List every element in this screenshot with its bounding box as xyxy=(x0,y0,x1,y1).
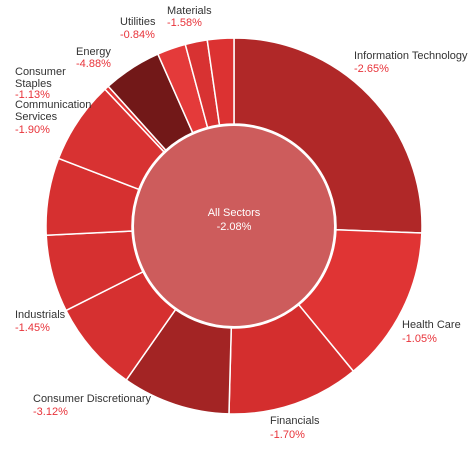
label-health-care-name: Health Care xyxy=(402,319,461,331)
label-information-technology-pct: -2.65% xyxy=(354,63,389,75)
label-utilities-name: Utilities xyxy=(120,16,156,28)
sector-ring xyxy=(45,37,423,415)
center-label: All Sectors xyxy=(208,207,261,219)
center-all-sectors-disc[interactable] xyxy=(132,124,336,328)
label-consumer-staples-name-line1: Consumer xyxy=(15,66,66,78)
label-communication-services-name-line2: Services xyxy=(15,111,58,123)
label-consumer-staples-pct: -1.13% xyxy=(15,89,50,101)
label-communication-services-pct: -1.90% xyxy=(15,124,50,136)
label-consumer-discretionary-pct: -3.12% xyxy=(33,406,68,418)
label-materials-name: Materials xyxy=(167,5,212,17)
label-financials-pct: -1.70% xyxy=(270,429,305,441)
label-utilities-pct: -0.84% xyxy=(120,29,155,41)
label-information-technology-name: Information Technology xyxy=(354,50,468,62)
label-industrials-pct: -1.45% xyxy=(15,322,50,334)
label-consumer-staples-name-line2: Staples xyxy=(15,78,52,90)
label-industrials-name: Industrials xyxy=(15,309,66,321)
label-energy-name: Energy xyxy=(76,46,111,58)
center-value: -2.08% xyxy=(217,221,252,233)
label-materials-pct: -1.58% xyxy=(167,17,202,29)
label-health-care-pct: -1.05% xyxy=(402,333,437,345)
label-energy-pct: -4.88% xyxy=(76,58,111,70)
label-financials-name: Financials xyxy=(270,415,320,427)
label-consumer-discretionary-name: Consumer Discretionary xyxy=(33,393,151,405)
label-communication-services-name-line1: Communication xyxy=(15,99,91,111)
